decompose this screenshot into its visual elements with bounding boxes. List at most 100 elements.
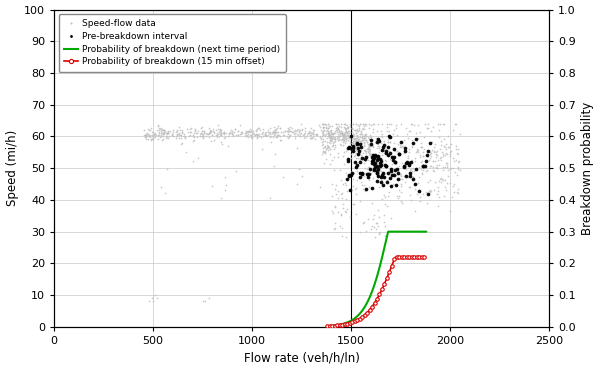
Point — [324, 139, 334, 145]
Point — [333, 137, 343, 143]
Point — [209, 125, 218, 131]
Point — [370, 166, 379, 172]
Point — [396, 121, 406, 127]
Point — [333, 154, 343, 160]
Point — [269, 124, 278, 130]
Point — [323, 131, 333, 137]
Point — [395, 176, 405, 182]
Point — [351, 135, 361, 141]
Point — [209, 129, 218, 135]
Point — [296, 133, 305, 139]
Point — [407, 168, 417, 174]
Point — [347, 126, 357, 132]
Point — [282, 134, 292, 139]
Point — [156, 133, 166, 139]
Point — [215, 128, 224, 134]
Point — [433, 203, 442, 209]
Point — [356, 147, 365, 153]
Point — [266, 129, 275, 135]
Point — [404, 162, 414, 168]
Point — [331, 192, 341, 198]
Point — [218, 130, 228, 136]
Point — [343, 124, 353, 130]
Point — [380, 150, 389, 156]
Point — [442, 180, 452, 186]
Point — [197, 131, 206, 137]
Point — [342, 122, 352, 128]
Point — [427, 150, 436, 156]
Point — [416, 198, 425, 204]
Point — [227, 130, 237, 136]
Point — [331, 136, 340, 142]
Point — [217, 139, 226, 145]
Point — [171, 135, 181, 141]
Point — [318, 124, 328, 130]
Point — [353, 151, 363, 157]
Point — [293, 132, 303, 138]
Point — [370, 154, 379, 160]
Point — [347, 143, 356, 149]
Point — [445, 144, 454, 150]
Point — [316, 135, 325, 141]
Point — [358, 134, 368, 139]
Point — [344, 145, 353, 151]
Point — [186, 130, 196, 135]
Point — [142, 136, 151, 142]
Point — [431, 154, 440, 160]
Point — [373, 223, 383, 229]
Point — [348, 139, 358, 145]
Point — [355, 150, 364, 156]
Point — [338, 205, 348, 211]
Point — [212, 132, 221, 138]
Point — [154, 125, 163, 131]
Point — [287, 125, 296, 131]
Point — [202, 130, 211, 136]
Point — [219, 135, 229, 141]
Point — [155, 127, 164, 133]
Point — [146, 125, 156, 131]
Point — [448, 155, 458, 161]
Point — [274, 129, 283, 135]
Point — [454, 166, 463, 172]
Point — [367, 223, 377, 229]
Point — [308, 131, 318, 137]
Point — [217, 127, 226, 133]
Point — [262, 129, 271, 135]
Point — [339, 124, 349, 130]
Point — [360, 137, 370, 142]
Point — [158, 133, 167, 139]
Point — [250, 132, 259, 138]
Point — [322, 145, 332, 151]
Point — [452, 149, 462, 155]
Point — [373, 172, 382, 178]
Point — [349, 132, 359, 138]
Point — [424, 157, 433, 163]
Point — [152, 132, 161, 138]
Point — [374, 137, 383, 142]
Point — [284, 126, 294, 132]
Point — [257, 146, 267, 152]
Point — [149, 132, 159, 138]
Point — [158, 127, 167, 133]
Point — [338, 201, 348, 207]
Point — [346, 123, 355, 129]
Point — [359, 135, 369, 141]
Point — [374, 149, 384, 155]
Point — [368, 216, 377, 222]
Point — [416, 144, 426, 150]
Point — [388, 131, 397, 137]
Point — [379, 192, 389, 198]
Point — [370, 162, 379, 168]
Point — [341, 133, 350, 139]
Point — [355, 143, 365, 149]
Point — [440, 121, 449, 127]
Point — [377, 131, 386, 137]
Point — [377, 147, 386, 153]
Point — [356, 138, 366, 144]
Point — [426, 139, 436, 145]
Point — [455, 131, 464, 137]
Point — [397, 173, 406, 179]
Point — [365, 132, 375, 138]
Point — [376, 162, 386, 168]
Point — [320, 138, 329, 144]
